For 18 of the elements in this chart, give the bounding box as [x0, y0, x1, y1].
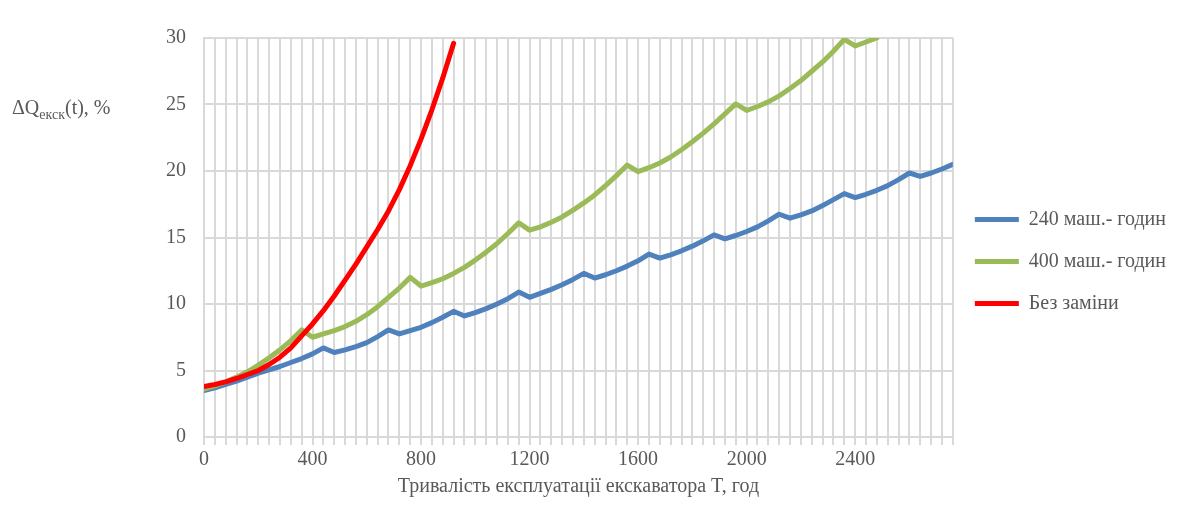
x-tick-label: 400	[297, 447, 328, 470]
x-tick-label: 1600	[618, 447, 659, 470]
y-tick-label: 5	[176, 357, 186, 380]
y-tick-label: 25	[166, 91, 186, 114]
legend-label: Без заміни	[1028, 290, 1120, 313]
y-tick-label: 10	[166, 291, 186, 314]
x-tick-label: 2400	[835, 447, 876, 470]
x-axis-title: Тривалість експлуатації екскаватора T, год	[397, 474, 760, 498]
legend-label: 240 маш.- годин	[1028, 206, 1167, 230]
y-tick-label: 15	[166, 224, 186, 247]
y-tick-label: 0	[176, 424, 186, 447]
x-tick-label: 2000	[726, 447, 767, 470]
x-tick-label: 800	[406, 447, 437, 470]
y-tick-label: 20	[166, 158, 186, 181]
x-tick-label: 0	[199, 447, 209, 470]
legend-label: 400 маш.- годин	[1028, 248, 1167, 272]
x-tick-label: 1200	[509, 447, 550, 470]
y-tick-label: 30	[166, 25, 186, 48]
